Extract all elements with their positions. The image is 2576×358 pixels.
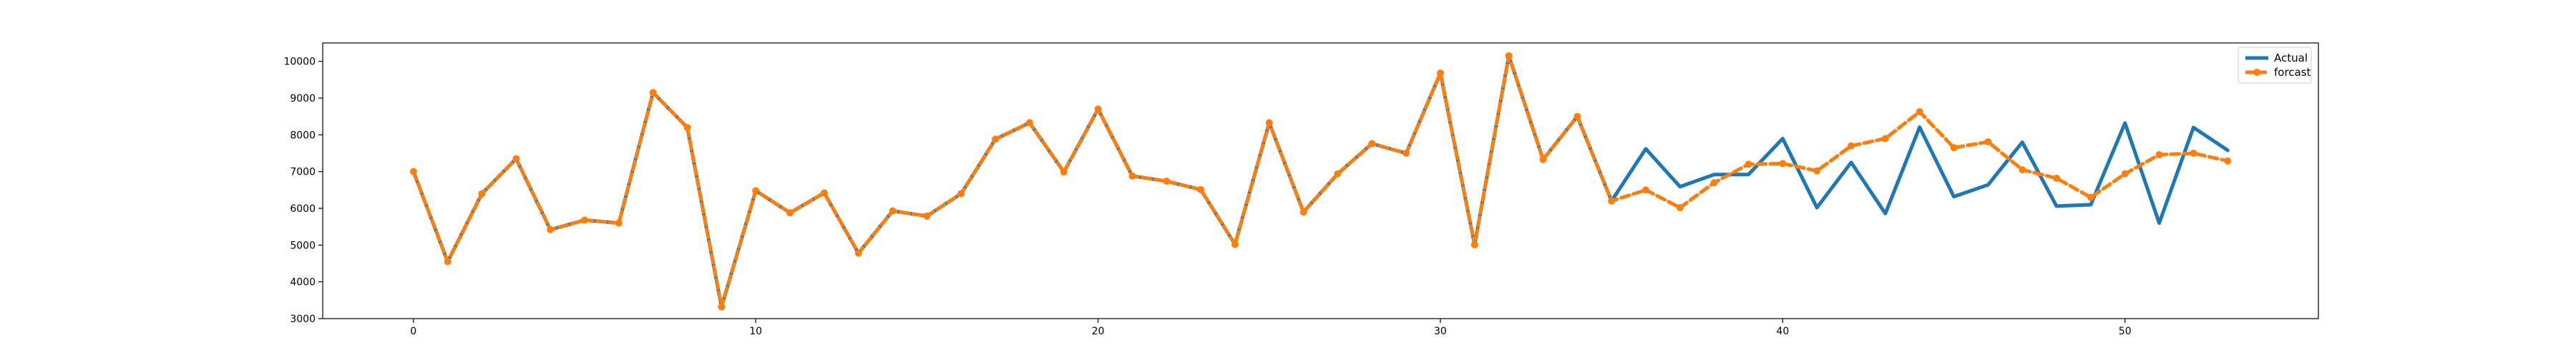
x-tick-label: 30 xyxy=(1434,326,1447,337)
data-point-forcast xyxy=(2224,157,2232,165)
x-axis: 0 10 20 30 40 50 xyxy=(410,319,2132,337)
data-point-forcast xyxy=(1745,160,1752,168)
data-point-forcast xyxy=(854,249,862,257)
y-tick-label: 7000 xyxy=(290,167,316,178)
x-tick-label: 20 xyxy=(1092,326,1105,337)
data-point-forcast xyxy=(889,207,897,215)
data-point-forcast xyxy=(1916,107,1923,115)
data-point-forcast xyxy=(1163,178,1171,185)
legend: Actual forcast xyxy=(2238,47,2312,84)
data-point-forcast xyxy=(1060,168,1068,176)
data-point-forcast xyxy=(992,135,1000,143)
x-tick-label: 10 xyxy=(749,326,762,337)
data-point-forcast xyxy=(649,89,657,97)
data-point-forcast xyxy=(2019,166,2026,174)
data-point-forcast xyxy=(1676,203,1684,211)
data-point-forcast xyxy=(444,258,452,266)
data-point-forcast xyxy=(1813,167,1821,175)
series-forcast xyxy=(409,52,2232,311)
y-tick-label: 10000 xyxy=(283,57,316,68)
data-point-forcast xyxy=(923,212,931,220)
data-point-forcast xyxy=(1368,140,1376,147)
data-point-forcast xyxy=(718,303,726,311)
data-point-forcast xyxy=(1436,69,1444,77)
y-tick-label: 9000 xyxy=(290,93,316,105)
data-point-forcast xyxy=(2155,151,2163,159)
data-point-forcast xyxy=(1848,142,1855,150)
data-point-forcast xyxy=(1334,170,1342,178)
data-point-forcast xyxy=(1574,112,1581,120)
y-tick-label: 5000 xyxy=(290,240,316,251)
y-tick-label: 6000 xyxy=(290,203,316,215)
data-point-forcast xyxy=(1025,119,1033,127)
data-point-forcast xyxy=(1950,144,1958,152)
data-point-forcast xyxy=(1710,179,1718,187)
data-point-forcast xyxy=(957,190,965,198)
data-point-forcast xyxy=(1265,119,1273,127)
y-tick-label: 3000 xyxy=(290,314,316,325)
data-point-forcast xyxy=(1128,172,1136,180)
data-point-forcast xyxy=(1299,208,1307,216)
data-point-forcast xyxy=(820,189,828,197)
data-point-forcast xyxy=(1539,155,1547,163)
data-point-forcast xyxy=(1984,138,1992,146)
data-point-forcast xyxy=(786,209,794,217)
data-point-forcast xyxy=(1402,150,1410,157)
legend-label-actual: Actual xyxy=(2274,52,2308,64)
y-axis: 3000 4000 5000 6000 7000 8000 9000 10000 xyxy=(283,57,323,325)
legend-label-forcast: forcast xyxy=(2274,66,2311,79)
legend-marker-forcast xyxy=(2253,69,2260,76)
data-point-forcast xyxy=(2121,170,2129,178)
data-point-forcast xyxy=(1608,197,1616,205)
x-tick-label: 0 xyxy=(410,326,416,337)
series-layer xyxy=(409,52,2232,311)
data-point-forcast xyxy=(1231,241,1239,248)
plot-frame xyxy=(322,42,2319,319)
data-point-forcast xyxy=(1881,135,1889,142)
data-point-forcast xyxy=(1197,185,1205,193)
data-point-forcast xyxy=(2087,193,2094,201)
data-point-forcast xyxy=(512,155,520,163)
data-point-forcast xyxy=(1641,186,1649,194)
data-point-forcast xyxy=(478,190,486,198)
data-point-forcast xyxy=(409,168,417,175)
data-point-forcast xyxy=(1094,105,1102,113)
data-point-forcast xyxy=(547,226,555,233)
y-tick-label: 4000 xyxy=(290,277,316,289)
data-point-forcast xyxy=(1505,52,1513,59)
y-tick-label: 8000 xyxy=(290,130,316,141)
x-tick-label: 40 xyxy=(1776,326,1789,337)
data-point-forcast xyxy=(2190,150,2197,157)
series-line-forcast xyxy=(411,54,2230,309)
data-point-forcast xyxy=(683,124,691,132)
data-point-forcast xyxy=(752,187,760,195)
data-point-forcast xyxy=(1470,241,1478,248)
x-tick-label: 50 xyxy=(2119,326,2132,337)
data-point-forcast xyxy=(1779,160,1787,168)
data-point-forcast xyxy=(580,216,588,224)
data-point-forcast xyxy=(2053,174,2061,182)
data-point-forcast xyxy=(615,219,623,227)
